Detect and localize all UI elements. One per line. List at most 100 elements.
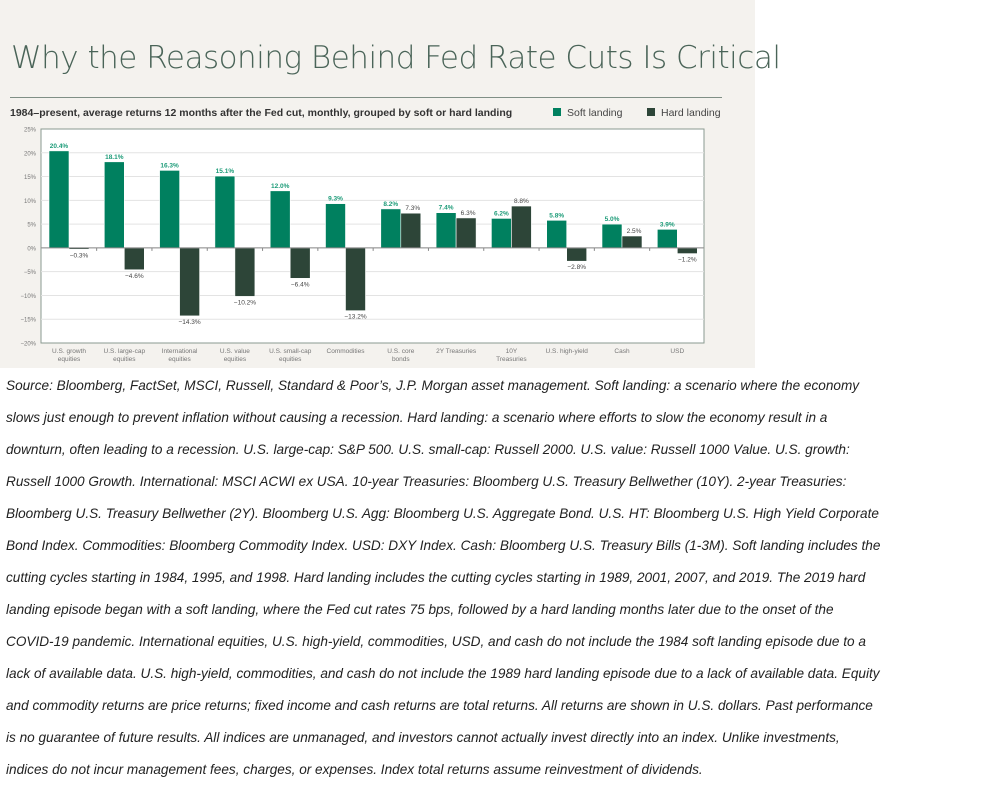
bar-soft <box>269 190 291 249</box>
data-label: 7.3% <box>405 205 420 212</box>
legend-swatch <box>647 108 655 116</box>
caption-line: downturn, often leading to a recession. … <box>6 442 850 457</box>
y-tick-label: 25% <box>24 128 37 134</box>
data-label: 2.5% <box>627 228 642 235</box>
data-label: 6.2% <box>494 210 509 217</box>
data-label: 18.1% <box>105 154 124 161</box>
data-label: −10.2% <box>234 299 256 306</box>
x-tick-label: Commodities <box>327 348 366 355</box>
data-label: 6.3% <box>461 210 476 217</box>
source-caption: Source: Bloomberg, FactSet, MSCI, Russel… <box>6 373 991 789</box>
bar-hard <box>345 247 366 311</box>
bar-hard <box>511 205 532 249</box>
caption-line: Bloomberg U.S. Treasury Bellwether (2Y).… <box>6 506 879 521</box>
bar-hard <box>179 247 200 317</box>
caption-line: indices do not incur management fees, ch… <box>6 762 703 777</box>
data-label: 8.8% <box>514 198 529 205</box>
x-tick-label: U.S. core <box>387 348 414 355</box>
y-tick-label: 10% <box>24 199 37 205</box>
bar-soft <box>546 220 568 249</box>
y-tick-label: −15% <box>20 318 36 324</box>
bar-soft <box>325 203 346 249</box>
y-tick-label: −5% <box>24 270 37 276</box>
caption-line: landing episode began with a soft landin… <box>6 602 834 617</box>
bar-soft <box>656 229 678 249</box>
y-tick-label: 20% <box>24 151 37 157</box>
caption-line: and commodity returns are price returns;… <box>6 698 873 713</box>
data-label: −4.6% <box>125 273 144 280</box>
data-label: −2.8% <box>567 264 586 271</box>
x-tick-label: Cash <box>614 348 630 355</box>
x-tick-label: equities <box>279 356 302 363</box>
bar-hard <box>676 247 698 254</box>
bar-soft <box>104 161 125 249</box>
x-tick-label: U.S. growth <box>52 348 86 355</box>
y-tick-label: −10% <box>20 294 36 300</box>
data-label: −6.4% <box>291 281 310 288</box>
x-tick-label: equities <box>58 356 81 363</box>
bar-hard <box>566 247 588 262</box>
x-tick-label: 10Y <box>506 348 518 355</box>
x-tick-label: U.S. value <box>220 348 250 355</box>
bar-hard <box>234 247 256 297</box>
legend-label: Hard landing <box>661 107 721 119</box>
x-tick-label: U.S. large-cap <box>104 348 146 355</box>
data-label: −14.3% <box>178 319 200 326</box>
bar-soft <box>214 175 236 249</box>
caption-line: is no guarantee of future results. All i… <box>6 730 840 745</box>
data-label: −0.3% <box>70 252 89 259</box>
caption-line: slows just enough to prevent inflation w… <box>6 410 828 425</box>
bar-soft <box>380 208 402 249</box>
data-label: 12.0% <box>271 183 290 190</box>
data-label: 9.3% <box>328 196 343 203</box>
bar-chart: 1984–present, average returns 12 months … <box>10 107 721 363</box>
chart-panel: Why the Reasoning Behind Fed Rate Cuts I… <box>0 0 781 368</box>
caption-line: cutting cycles starting in 1984, 1995, a… <box>6 570 866 585</box>
data-label: 5.8% <box>549 212 564 219</box>
bar-hard <box>455 217 477 249</box>
x-tick-label: 2Y Treasuries <box>436 348 477 355</box>
caption-line: lack of available data. U.S. high-yield,… <box>6 666 880 681</box>
data-label: −1.2% <box>678 257 697 264</box>
bar-soft <box>491 218 512 249</box>
chart-subtitle: 1984–present, average returns 12 months … <box>10 107 512 119</box>
bar-hard <box>289 247 311 279</box>
x-tick-label: Treasuries <box>496 356 527 363</box>
bar-soft <box>435 212 457 249</box>
y-tick-label: 0% <box>27 246 36 252</box>
bar-hard <box>400 212 422 249</box>
x-tick-label: U.S. small-cap <box>269 348 312 355</box>
bar-hard <box>124 247 145 271</box>
data-label: 5.0% <box>605 216 620 223</box>
y-tick-label: 15% <box>24 175 37 181</box>
bar-soft <box>601 223 623 249</box>
legend-swatch <box>553 108 561 116</box>
data-label: 3.9% <box>660 221 675 228</box>
data-label: −13.2% <box>344 314 366 321</box>
bar-soft <box>159 170 180 249</box>
bar-soft <box>48 150 70 249</box>
x-tick-label: U.S. high-yield <box>546 348 589 355</box>
x-tick-label: International <box>162 348 198 355</box>
chart-title: Why the Reasoning Behind Fed Rate Cuts I… <box>11 40 781 76</box>
caption-line: Bond Index. Commodities: Bloomberg Commo… <box>6 538 881 553</box>
title-divider <box>10 97 722 98</box>
plot-area <box>40 128 705 344</box>
caption-line: Russell 1000 Growth. International: MSCI… <box>6 474 847 489</box>
x-tick-label: USD <box>670 348 684 355</box>
y-tick-label: 5% <box>27 223 36 229</box>
caption-line: COVID-19 pandemic. International equitie… <box>6 634 866 649</box>
x-tick-label: bonds <box>392 356 410 363</box>
legend-label: Soft landing <box>567 107 623 119</box>
bar-hard <box>621 235 643 249</box>
data-label: 15.1% <box>216 168 235 175</box>
x-tick-label: equities <box>168 356 191 363</box>
data-label: 20.4% <box>50 143 69 150</box>
data-label: 7.4% <box>439 205 454 212</box>
x-tick-label: equities <box>113 356 136 363</box>
x-tick-label: equities <box>224 356 247 363</box>
caption-line: Source: Bloomberg, FactSet, MSCI, Russel… <box>6 378 860 393</box>
y-tick-label: −20% <box>20 342 36 348</box>
data-label: 16.3% <box>160 162 179 169</box>
data-label: 8.2% <box>383 201 398 208</box>
